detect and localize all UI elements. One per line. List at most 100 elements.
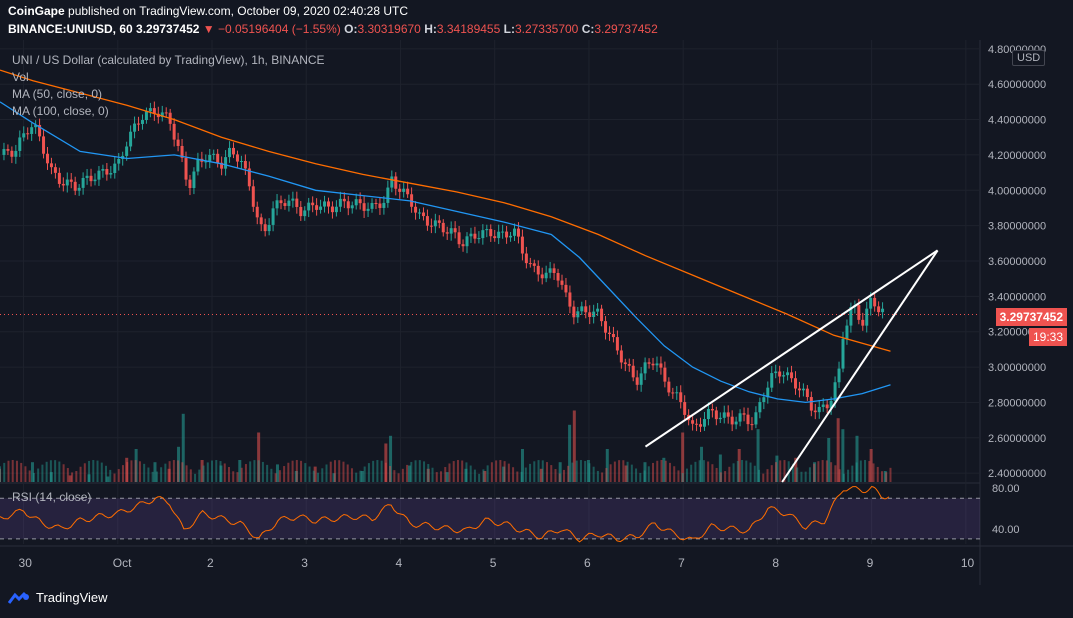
volume-bar: [406, 464, 409, 482]
candle-body: [386, 187, 390, 203]
volume-bar: [37, 468, 40, 482]
candle-body: [358, 199, 362, 204]
candle-body: [303, 210, 307, 217]
volume-bar: [181, 462, 184, 482]
volume-bar: [253, 460, 256, 482]
candle-body: [623, 362, 627, 365]
volume-bar: [194, 473, 197, 482]
candle-body: [338, 198, 342, 207]
volume-bar: [295, 460, 298, 482]
volume-bar: [58, 461, 61, 482]
volume-bar: [605, 449, 609, 482]
volume-bar: [397, 473, 400, 482]
volume-bar: [332, 473, 336, 482]
volume-bar: [586, 460, 590, 482]
volume-bar: [452, 461, 455, 482]
candle-body: [572, 306, 576, 318]
candle-body: [639, 373, 643, 385]
candle-body: [342, 198, 346, 202]
candle-body: [184, 157, 188, 180]
volume-bar: [841, 429, 845, 482]
volume-bar: [813, 462, 817, 482]
candle-body: [584, 306, 588, 313]
candle-body: [647, 362, 651, 364]
candle-body: [429, 225, 433, 227]
volume-bar: [461, 460, 464, 482]
candle-body: [592, 311, 596, 318]
volume-bar: [507, 463, 510, 482]
candle-body: [148, 108, 152, 112]
candle-body: [869, 297, 873, 309]
volume-bar: [639, 472, 642, 482]
candle-body: [421, 212, 425, 217]
volume-bar: [584, 460, 587, 482]
candle-body: [714, 410, 718, 420]
currency-button[interactable]: USD: [1012, 50, 1046, 66]
volume-bar: [427, 464, 430, 482]
price-tick-label: 4.20000000: [988, 150, 1046, 162]
price-tick-label: 2.60000000: [988, 433, 1046, 445]
candle-body: [849, 307, 853, 326]
volume-bar: [766, 469, 769, 482]
candle-body: [576, 311, 580, 318]
candle-body: [505, 231, 509, 238]
time-tick-label: 6: [584, 556, 591, 570]
volume-bar: [756, 429, 760, 482]
volume-bar: [715, 467, 718, 482]
volume-bar: [533, 461, 536, 482]
wedge-trendline: [781, 249, 939, 483]
volume-bar: [329, 461, 332, 482]
volume-bar: [68, 475, 72, 482]
candle-body: [235, 154, 239, 162]
time-tick-label: 8: [772, 556, 779, 570]
candle-body: [809, 397, 813, 411]
volume-bar: [762, 473, 765, 482]
candle-body: [568, 292, 572, 307]
volume-bar: [185, 465, 188, 482]
volume-bar: [215, 460, 218, 482]
candle-body: [627, 364, 631, 366]
volume-bar: [45, 461, 48, 482]
ma100-legend: MA (100, close, 0): [12, 104, 109, 118]
candle-body: [259, 217, 263, 225]
candle-body: [152, 108, 156, 114]
volume-bar: [732, 463, 735, 482]
volume-bar: [223, 463, 226, 482]
time-tick-label: 2: [207, 556, 214, 570]
candle-body: [326, 201, 330, 207]
candle-body: [394, 176, 398, 189]
volume-bar: [291, 460, 294, 482]
volume-bar: [0, 466, 1, 482]
candle-body: [26, 133, 30, 135]
candle-body: [418, 212, 422, 214]
volume-bar: [342, 461, 345, 482]
price-chart[interactable]: 4.800000004.600000004.400000004.20000000…: [0, 40, 1073, 585]
volume-bar: [855, 435, 859, 482]
candle-body: [774, 371, 778, 374]
time-tick-label: 30: [19, 556, 33, 570]
candle-body: [596, 308, 600, 312]
candle-body: [267, 224, 271, 232]
high-value: 3.34189455: [436, 22, 501, 36]
volume-bar: [499, 460, 502, 482]
volume-bar: [592, 466, 595, 482]
candle-body: [129, 131, 133, 147]
volume-bar: [571, 462, 574, 482]
candle-body: [786, 372, 790, 376]
volume-bar: [448, 463, 451, 482]
candle-body: [679, 392, 683, 403]
volume-bar: [164, 463, 167, 482]
volume-bar: [647, 466, 650, 482]
volume-bar: [469, 465, 472, 482]
tradingview-logo[interactable]: TradingView: [8, 590, 108, 605]
candle-body: [691, 420, 695, 424]
volume-bar: [685, 468, 688, 482]
volume-bar: [236, 472, 239, 482]
volume-bar: [444, 467, 447, 482]
open-label: O:: [344, 22, 358, 36]
volume-bar: [575, 460, 578, 482]
volume-bar: [859, 460, 862, 482]
candle-body: [433, 220, 437, 227]
volume-bar: [516, 471, 519, 482]
candle-body: [425, 216, 429, 226]
